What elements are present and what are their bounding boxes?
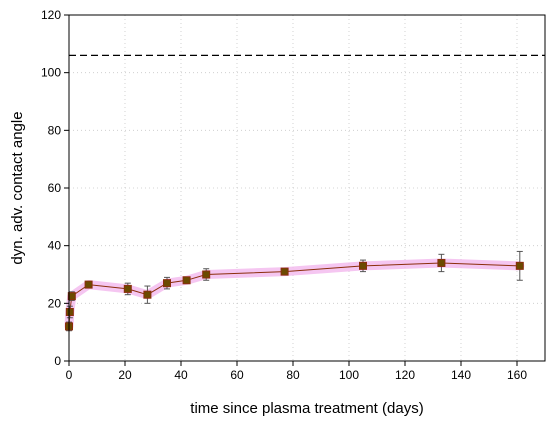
x-tick-label: 140 [451,368,471,382]
x-tick-label: 40 [174,368,188,382]
x-axis-label: time since plasma treatment (days) [190,400,423,417]
data-point [280,267,289,276]
ticks-group: 0 20 40 60 80 100 120 140 160 0 20 40 60 80 100 120 [41,8,527,382]
x-tick-label: 20 [118,368,132,382]
grid [68,14,545,362]
data-point [163,279,171,288]
x-tick-label: 120 [395,368,415,382]
data-point [202,270,211,279]
y-tick-label: 80 [48,123,62,137]
data-point [515,261,524,270]
error-band-group [64,258,525,331]
x-tick-label: 160 [507,368,527,382]
data-point [123,284,132,293]
data-point [143,290,152,299]
y-tick-label: 120 [41,8,61,22]
y-tick-label: 20 [48,296,62,310]
data-point [65,307,74,316]
data-point [359,261,367,270]
y-tick-label: 100 [41,66,61,80]
y-tick-label: 40 [48,239,62,253]
data-point [182,276,191,285]
y-tick-label: 0 [54,354,61,368]
x-tick-label: 80 [286,368,300,382]
error-band [64,258,525,331]
y-tick-label: 60 [48,181,62,195]
data-point [84,280,93,289]
x-tick-label: 0 [66,368,73,382]
x-tick-label: 100 [339,368,359,382]
x-tick-label: 60 [230,368,244,382]
data-point [437,258,446,267]
y-axis-label: dyn. adv. contact angle [9,111,26,264]
data-point [67,292,76,301]
series-group [65,250,524,332]
